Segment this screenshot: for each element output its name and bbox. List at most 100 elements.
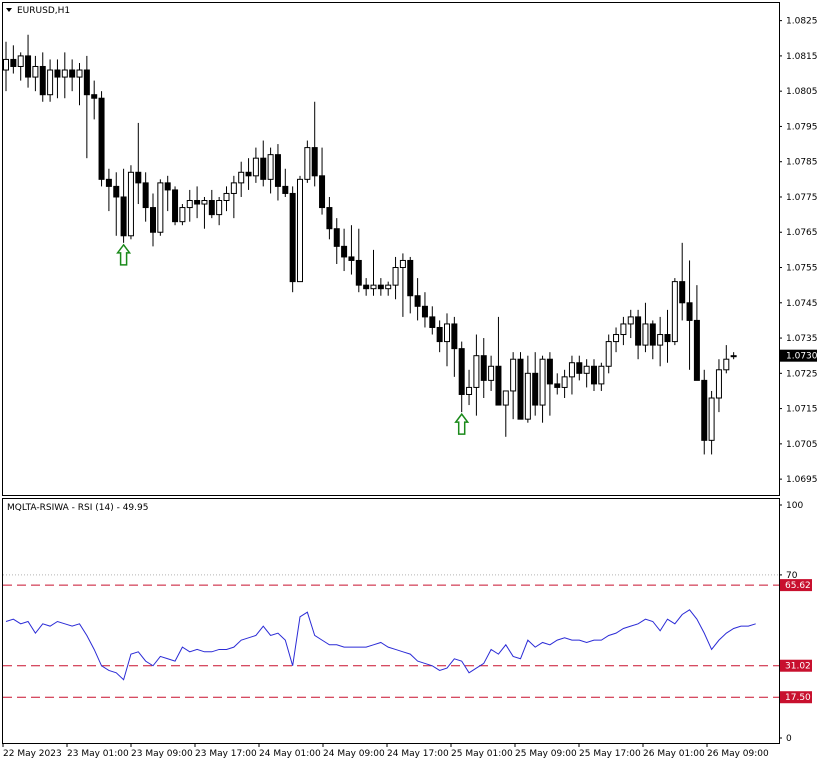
candle <box>208 189 215 219</box>
candle <box>510 352 517 420</box>
candle-body <box>642 323 649 346</box>
candle-body <box>701 379 708 441</box>
candle-body <box>260 157 267 180</box>
candle-body <box>17 55 24 67</box>
rsi-axis: 100 70 0 <box>779 501 803 744</box>
candle <box>127 165 134 240</box>
candle <box>326 196 333 240</box>
candle <box>69 59 76 92</box>
buy-arrow-icon <box>454 412 470 435</box>
candle-body <box>583 365 590 374</box>
candle <box>715 359 722 413</box>
candle <box>142 172 149 222</box>
candle <box>319 147 326 215</box>
candle <box>605 334 612 374</box>
candle-body <box>208 200 215 216</box>
rsi-level-label: 65.62 <box>785 581 811 591</box>
candle <box>150 193 156 247</box>
candle <box>613 327 620 353</box>
candle-body <box>444 323 450 343</box>
candle <box>274 144 281 201</box>
candle <box>216 196 223 226</box>
candle <box>583 359 590 388</box>
candle-body <box>32 65 39 78</box>
candle-body <box>613 334 620 343</box>
candle <box>554 373 561 395</box>
candle <box>76 62 83 106</box>
candle <box>348 225 355 275</box>
indicator-label: MQLTA-RSIWA - RSI (14) - 49.95 <box>7 503 148 513</box>
candle-body <box>671 281 678 343</box>
dropdown-triangle-icon[interactable] <box>6 8 12 12</box>
candle <box>54 59 61 99</box>
candle-body <box>150 207 156 233</box>
candle-body <box>69 69 76 78</box>
candle-body <box>605 341 612 367</box>
candle <box>260 140 267 187</box>
rsi-line-layer <box>5 609 756 681</box>
candle <box>289 186 296 293</box>
time-tick-label: 26 May 01:00 <box>643 749 705 759</box>
candle-body <box>61 69 68 78</box>
candle <box>414 278 421 321</box>
candle-body <box>304 147 311 180</box>
candle-body <box>664 334 671 343</box>
price-tick-label: 1.0725 <box>786 369 818 379</box>
price-tick-label: 1.0805 <box>786 87 818 97</box>
candle-body <box>392 267 399 286</box>
candle <box>47 59 54 102</box>
price-tick-label: 1.0775 <box>786 193 818 203</box>
candle-body <box>473 355 480 388</box>
candle <box>333 218 340 264</box>
candle-body <box>223 192 230 202</box>
candle <box>657 316 664 367</box>
candle-body <box>120 196 127 237</box>
candle <box>230 175 237 219</box>
candle-body <box>436 326 443 343</box>
candle-body <box>363 284 370 290</box>
candle <box>385 281 392 296</box>
candle <box>3 41 9 92</box>
candle-body <box>297 178 303 283</box>
candle-body <box>179 207 186 223</box>
rsi-level-badge <box>780 691 812 704</box>
candle <box>524 355 531 423</box>
price-pane[interactable] <box>2 2 780 496</box>
candle-body <box>495 365 502 406</box>
candle <box>679 242 686 321</box>
candle-body <box>98 97 105 180</box>
rsi-level-label: 17.50 <box>785 693 811 703</box>
candle <box>444 313 450 367</box>
candle-body <box>715 369 722 399</box>
candle <box>83 55 90 159</box>
candle <box>591 359 597 391</box>
candle <box>451 316 458 377</box>
candle <box>480 338 487 399</box>
current-price-label: 1.0730 <box>786 352 818 362</box>
candle <box>642 302 649 353</box>
candle-body <box>399 259 406 269</box>
candle <box>546 352 553 416</box>
price-tick-label: 1.0695 <box>786 475 818 485</box>
candle <box>436 320 443 353</box>
candle-body <box>47 69 54 96</box>
candle <box>179 204 186 226</box>
candle-body <box>245 171 252 177</box>
candle <box>429 306 436 335</box>
rsi-level-badge <box>780 579 812 592</box>
candle-body <box>502 390 509 406</box>
candle <box>730 352 737 360</box>
time-tick-label: 26 May 09:00 <box>707 749 769 759</box>
candle-body <box>135 171 142 184</box>
candle <box>421 292 428 328</box>
candle-body <box>429 316 436 328</box>
rsi-pane[interactable] <box>2 498 780 744</box>
candle-body <box>730 355 737 358</box>
candle <box>135 122 142 205</box>
candle <box>539 355 546 423</box>
candle <box>708 390 715 455</box>
time-tick-label: 24 May 09:00 <box>323 749 385 759</box>
candle <box>245 158 252 190</box>
